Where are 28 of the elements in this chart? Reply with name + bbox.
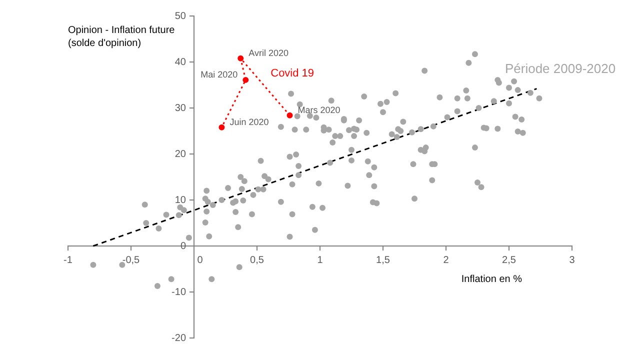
y-tick-label: 40 <box>174 56 186 68</box>
series-label: Covid 19 <box>270 67 314 80</box>
y-tick-label: 20 <box>174 148 186 160</box>
annotation: Mars 2020 <box>298 104 340 115</box>
x-axis-title: Inflation en % <box>461 274 522 285</box>
point <box>242 76 249 83</box>
point <box>238 55 244 62</box>
point <box>218 124 225 130</box>
x-tick-label: 0 <box>197 254 204 266</box>
x-tick-label: 1 <box>317 254 324 266</box>
y-axis-title: Opinion - Inflation future (solde d'opinion) <box>68 24 176 49</box>
x-tick-label: 3 <box>569 254 576 266</box>
series-label: Période 2009-2020 <box>504 60 616 76</box>
x-tick-label: -1 <box>64 254 73 266</box>
x-tick-label: 2,5 <box>502 254 516 266</box>
point <box>286 112 293 118</box>
annotation: Mai 2020 <box>200 69 238 80</box>
y-tick-label: -10 <box>172 286 186 298</box>
x-tick-label: 1,5 <box>376 254 390 266</box>
y-tick-label: -20 <box>172 332 186 344</box>
annotation: Juin 2020 <box>230 116 269 127</box>
x-tick-label: -0,5 <box>122 254 140 266</box>
annotation: Avril 2020 <box>248 48 288 58</box>
x-tick-label: 2 <box>443 254 450 266</box>
x-tick-label: 0,5 <box>250 254 264 266</box>
y-tick-label: 50 <box>174 10 186 22</box>
y-tick-label: 30 <box>174 102 186 114</box>
y-tick-label: 10 <box>174 194 186 206</box>
